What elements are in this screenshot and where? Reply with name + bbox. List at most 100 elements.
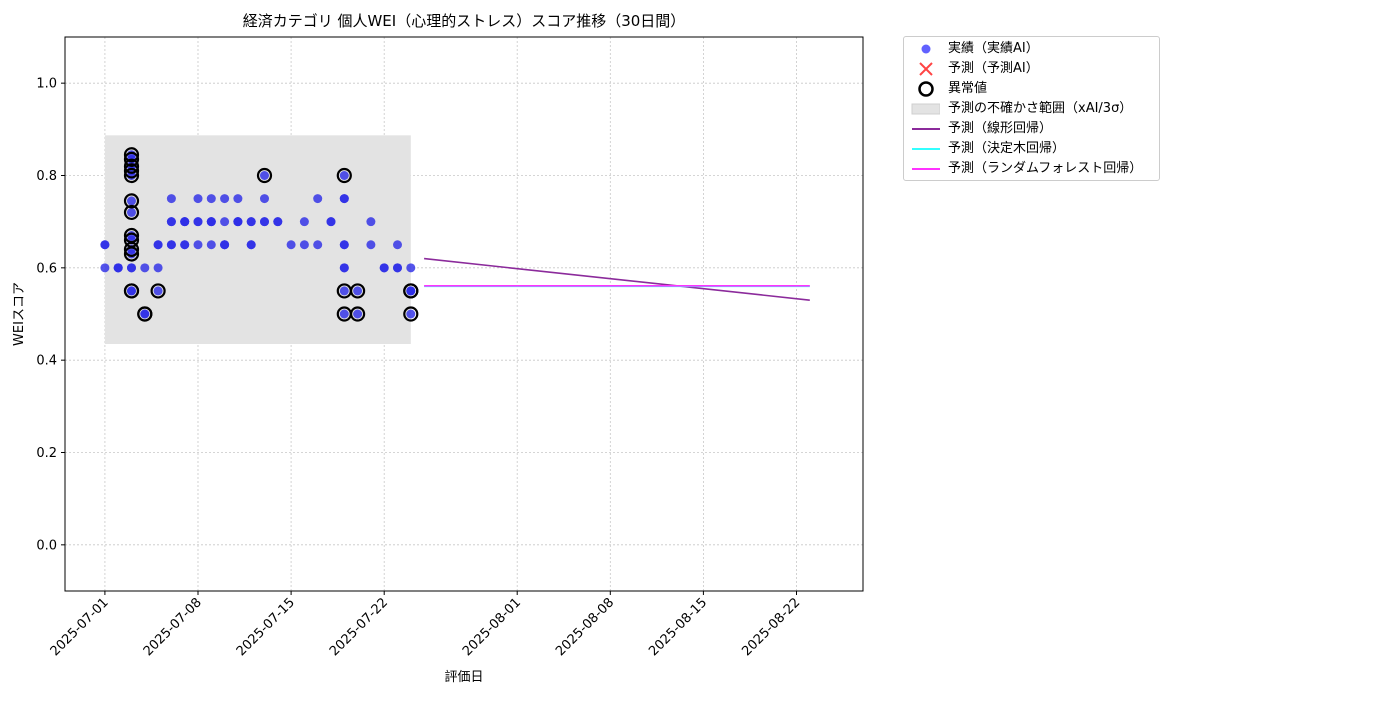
actual-point [220,194,230,204]
y-tick-label: 0.8 [36,169,57,184]
outlier-ring [123,246,140,262]
actual-point [353,309,363,319]
outlier-ring [123,204,140,221]
actual-point [299,217,309,227]
actual-point [206,217,216,227]
legend-label-outlier: 異常値 [948,81,988,96]
actual-point [100,263,110,273]
outlier-ring [123,158,140,174]
y-tick-label: 0.4 [36,354,57,369]
actual-point [140,309,150,319]
actual-point [393,263,402,273]
legend-x-icon [919,62,933,76]
x-axis-label: 評価日 [444,670,483,685]
outlier-ring [123,193,140,209]
actual-point [220,240,230,250]
ring-layer [123,147,419,322]
y-tick-label: 0.0 [36,538,57,553]
legend-line-linear-icon [912,128,940,130]
actual-point [406,286,416,296]
actual-point [206,240,216,250]
actual-point [193,240,203,250]
uncertainty-band [104,135,411,345]
point-layer [100,150,416,319]
actual-point [313,240,323,250]
actual-point [260,194,269,204]
legend-item-outlier: 異常値 [904,79,1159,99]
outlier-ring [150,283,166,299]
legend-label-actual: 実績（実績AI） [948,41,1039,56]
x-tick-label: 2025-07-01 [48,595,112,659]
actual-point [339,286,349,296]
actual-point [326,217,336,227]
actual-point [273,217,283,227]
legend-label-band: 予測の不確かさ範囲（xAI/3σ） [948,101,1133,116]
actual-point [193,194,203,204]
actual-point [153,263,163,273]
actual-point [379,263,389,273]
actual-point [180,217,190,227]
actual-point [313,194,323,204]
actual-point [127,207,136,217]
actual-point [339,194,349,204]
actual-point [299,240,309,250]
actual-point [339,309,349,319]
legend-band-icon [911,103,940,115]
outlier-ring [336,167,352,184]
legend-label-forest: 予測（ランダムフォレスト回帰） [948,161,1143,176]
actual-point [180,240,190,250]
actual-point [127,286,136,296]
actual-point [100,240,110,250]
y-axis-label: WEIスコア [12,282,27,346]
outlier-ring [350,283,366,299]
actual-point [366,217,376,227]
outlier-ring [123,163,140,179]
outlier-ring [123,151,140,167]
x-tick-label: 2025-08-01 [460,595,524,659]
legend-item-band: 予測の不確かさ範囲（xAI/3σ） [904,99,1159,119]
x-tick-label: 2025-08-08 [553,595,617,659]
outlier-ring [123,167,140,184]
outlier-ring [123,147,140,163]
actual-point [260,217,269,227]
legend-item-linear: 予測（線形回帰） [904,119,1159,139]
actual-point [339,171,349,180]
x-tick-label: 2025-08-15 [646,595,710,659]
actual-point [260,171,269,180]
outlier-ring [350,306,366,322]
actual-point [233,194,243,204]
actual-point [193,217,203,227]
actual-point [339,263,349,273]
legend-line-tree-icon [912,148,940,150]
actual-point [206,194,216,204]
actual-point [166,217,176,227]
actual-point [246,240,256,250]
y-tick-label: 0.2 [36,446,57,461]
legend-dot-icon [921,44,931,54]
band-layer [104,135,411,345]
actual-point [153,286,163,296]
x-tick-label: 2025-07-08 [141,595,205,659]
actual-point [140,263,150,273]
legend: 実績（実績AI） 予測（予測AI） 異常値 予測の不確かさ範囲（xAI/3σ） … [903,36,1160,181]
actual-point [153,240,163,250]
outlier-ring [403,306,419,322]
line-layer [424,257,810,301]
plot-frame [64,36,864,592]
legend-item-tree: 予測（決定木回帰） [904,139,1159,159]
actual-point [127,263,136,273]
legend-line-forest-icon [912,168,940,170]
actual-point [246,217,256,227]
forecast-line [424,257,810,301]
actual-point [233,217,243,227]
outlier-ring [123,283,140,299]
legend-label-tree: 予測（決定木回帰） [948,141,1066,156]
chart-title: 経済カテゴリ 個人WEI（心理的ストレス）スコア推移（30日間） [243,12,686,30]
y-tick-label: 1.0 [36,77,57,92]
outlier-ring [123,241,140,257]
actual-point [366,240,376,250]
x-tick-label: 2025-07-22 [327,595,391,659]
outlier-ring [403,283,419,299]
